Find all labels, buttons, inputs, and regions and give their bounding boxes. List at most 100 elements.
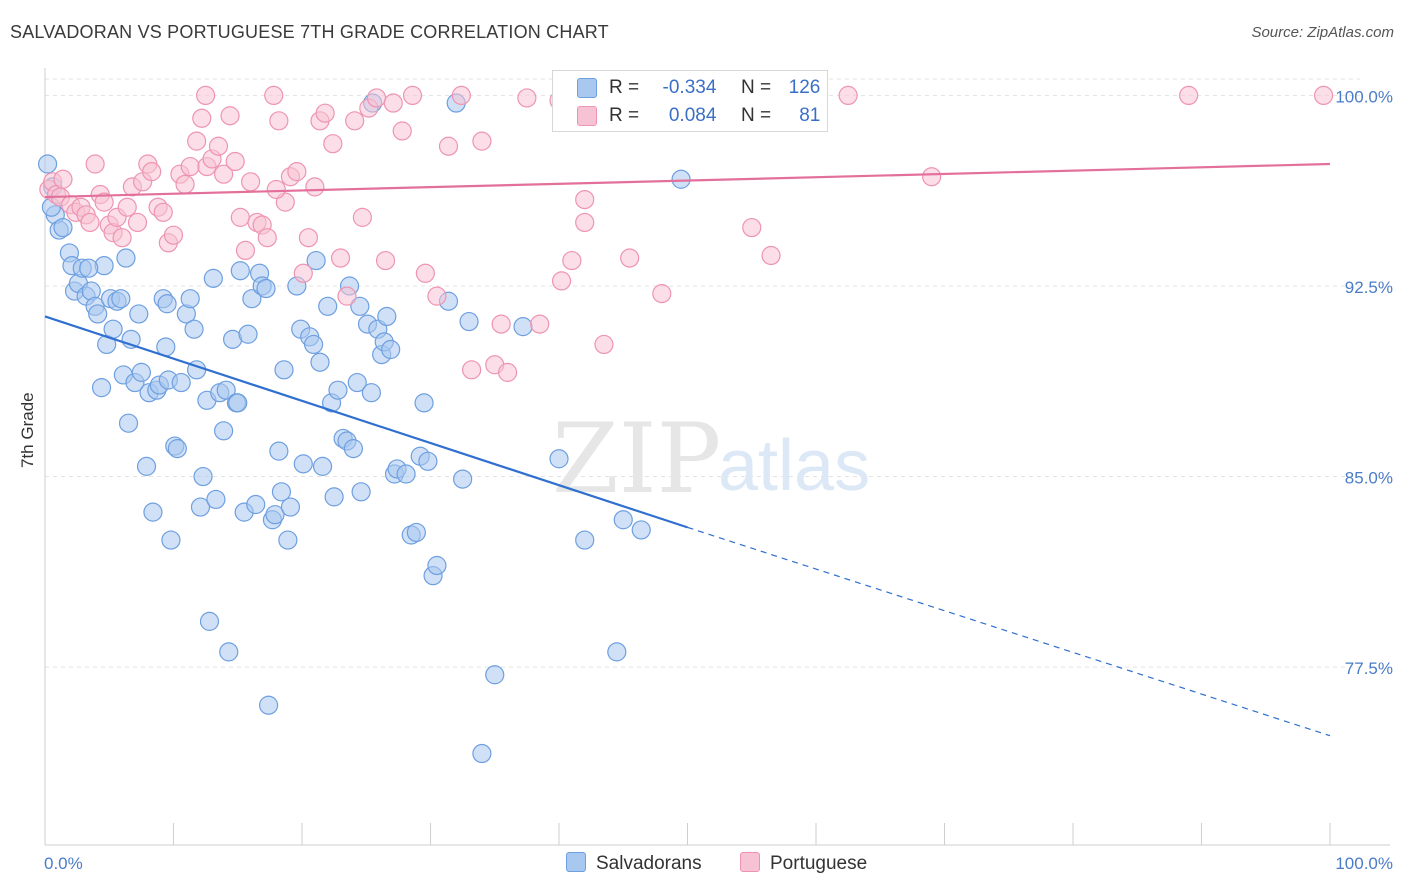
salvadoran-point (414, 393, 434, 413)
portuguese-point (451, 85, 471, 106)
salvadoran-point (91, 378, 112, 398)
bottom-legend-label: Portuguese (770, 853, 868, 874)
salvadoran-point (406, 522, 426, 543)
x-tick-label: 0.0% (44, 854, 83, 873)
salvadoran-point (116, 248, 136, 268)
portuguese-point (742, 217, 762, 238)
portuguese-point (214, 164, 234, 184)
portuguese-point (235, 240, 256, 261)
salvadoran-trend-line (44, 315, 688, 529)
salvadoran-point (143, 502, 163, 522)
portuguese-point (330, 248, 351, 268)
legend-n-label: N = (740, 105, 772, 126)
portuguese-point (337, 286, 357, 306)
salvadoran-point (180, 289, 200, 309)
salvadoran-point (472, 743, 492, 764)
y-tick-label: 92.5% (1345, 278, 1393, 297)
salvadoran-point (79, 258, 99, 278)
bottom-legend-label: Salvadorans (596, 853, 702, 874)
y-tick-label: 85.0% (1345, 469, 1393, 488)
salvadoran-point (219, 642, 239, 662)
y-tick-label: 77.5% (1345, 659, 1393, 678)
portuguese-point (761, 245, 781, 266)
salvadoran-point (418, 451, 438, 471)
portuguese-point (225, 151, 245, 172)
portuguese-point (117, 197, 137, 217)
salvadoran-point (103, 319, 123, 339)
portuguese-point (220, 106, 240, 126)
salvadoran-point (485, 665, 505, 685)
bottom-legend-salvadorans: Salvadorans (566, 852, 702, 875)
salvadoran-point (129, 304, 149, 324)
legend-row-portuguese: R = 0.084 N = 81 (553, 101, 827, 129)
salvadoran-point (216, 380, 236, 400)
portuguese-point (230, 207, 250, 227)
portuguese-point (305, 177, 325, 197)
legend-r-label: R = (609, 77, 640, 98)
salvadoran-point (157, 294, 177, 314)
salvadoran-point (131, 362, 151, 382)
portuguese-point (427, 286, 447, 306)
salvadoran-point (256, 278, 276, 299)
portuguese-point (187, 131, 207, 151)
source-credit: Source: ZipAtlas.com (1251, 24, 1394, 41)
salvadoran-point (350, 296, 370, 316)
portuguese-point (838, 85, 858, 106)
portuguese-point (491, 314, 511, 334)
y-tick-label: 100.0% (1335, 87, 1393, 106)
salvadoran-point (53, 217, 73, 238)
portuguese-point (562, 250, 582, 271)
portuguese-point (264, 85, 284, 106)
portuguese-point (366, 88, 387, 108)
portuguese-point (1179, 85, 1199, 106)
salvadoran-point (303, 334, 324, 355)
portuguese-point (594, 334, 614, 355)
salvadoran-point (453, 469, 473, 489)
salvadoran-point (607, 642, 627, 662)
portuguese-point (80, 212, 100, 233)
portuguese-point (345, 111, 365, 131)
salvadoran-point (214, 421, 234, 441)
portuguese-point (192, 108, 212, 128)
salvadoran-point (396, 464, 416, 484)
portuguese-point (241, 172, 261, 192)
portuguese-point (352, 207, 372, 227)
salvadoran-point (190, 497, 211, 517)
portuguese-point (498, 362, 518, 382)
portuguese-swatch (577, 106, 597, 126)
portuguese-point (298, 228, 319, 248)
portuguese-point (287, 162, 307, 182)
portuguese-point (922, 167, 942, 187)
portuguese-point (462, 360, 482, 380)
salvadoran-point (271, 482, 292, 502)
portuguese-point (163, 225, 184, 245)
salvadoran-point (118, 413, 139, 433)
legend-n-value: 81 (799, 105, 821, 126)
portuguese-point (415, 263, 435, 283)
salvadoran-point (613, 510, 633, 530)
portuguese-point (530, 314, 550, 334)
portuguese-point (315, 103, 335, 123)
salvadoran-point (318, 296, 338, 316)
salvadoran-point (381, 339, 401, 360)
salvadoran-point (184, 319, 204, 339)
chart-title: SALVADORAN VS PORTUGUESE 7TH GRADE CORRE… (10, 22, 609, 42)
portuguese-point (652, 284, 672, 304)
portuguese-point (1313, 85, 1334, 106)
salvadoran-point (228, 393, 248, 413)
salvadoran-point (671, 169, 691, 189)
portuguese-point (85, 154, 105, 174)
portuguese-point (53, 169, 73, 189)
salvadoran-point (306, 250, 326, 271)
salvadoran-point (230, 261, 250, 281)
portuguese-point (112, 228, 132, 248)
watermark-zip: ZIP (552, 403, 721, 515)
salvadoran-point (265, 505, 285, 525)
salvadoran-point (513, 317, 533, 337)
salvadoran-point (238, 324, 258, 344)
salvadoran-point (328, 380, 348, 400)
salvadoran-point (242, 289, 262, 309)
portuguese-point (175, 174, 195, 194)
portuguese-swatch (740, 852, 760, 872)
salvadoran-point (206, 489, 226, 510)
